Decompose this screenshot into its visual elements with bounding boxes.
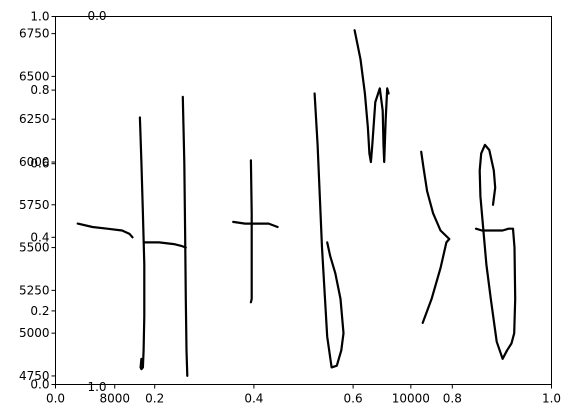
overlay-y-tick-label: 0.4 <box>30 230 49 244</box>
overlay-x-tick-label: 0.0 <box>46 392 65 406</box>
handwriting-strokes <box>76 29 517 377</box>
hw-y-tick-label: 5750 <box>19 198 50 212</box>
hw-y-tick-label: 5000 <box>19 326 50 340</box>
overlay-y-tick-label: 1.0 <box>30 10 49 24</box>
hw-y-tick-label: 6000 <box>19 155 50 169</box>
hw-y-tick-label: 5500 <box>19 241 50 255</box>
stroke-line-3 <box>143 241 187 249</box>
overlay-x-tick-label: 0.6 <box>344 392 363 406</box>
overlay-y-tick-label: 0.2 <box>30 304 49 318</box>
hw-y-tick-label: 4750 <box>19 369 50 383</box>
stroke-line-2 <box>138 116 146 371</box>
overlay-x-tick-label: 1.0 <box>542 392 561 406</box>
overlay-y-tick-label: 0.6 <box>30 157 49 171</box>
stroke-line-1 <box>76 222 134 239</box>
stroke-line-9 <box>420 150 451 324</box>
overlay-x-tick-label: 0.4 <box>244 392 263 406</box>
handwriting-axes-ticks: 4750 5000 5250 5500 5750 6000 6250 6500 6750 8000… <box>19 27 430 406</box>
corner-label-bottom: 1.0 <box>87 380 106 394</box>
stroke-line-6 <box>249 159 253 304</box>
overlay-x-tick-label: 0.8 <box>443 392 462 406</box>
hw-y-tick-label: 6500 <box>19 69 50 83</box>
stroke-line-8 <box>353 29 390 164</box>
overlay-y-tick-label: 0.8 <box>30 83 49 97</box>
hw-y-tick-label: 6250 <box>19 112 50 126</box>
overlay-axes-ticks: 0.00.20.40.60.81.00.0 0.2 0.4 0.6 0.8 1.00.01… <box>30 9 561 406</box>
plot-frame <box>55 16 552 385</box>
stroke-line-10 <box>474 143 517 360</box>
stroke-line-4 <box>181 95 189 377</box>
overlay-x-tick-label: 0.2 <box>145 392 164 406</box>
hw-x-tick-label: 10000 <box>392 392 430 406</box>
stroke-line-7 <box>313 92 345 369</box>
hw-x-tick-label: 8000 <box>99 392 130 406</box>
hw-y-tick-label: 6750 <box>19 27 50 41</box>
hw-y-tick-label: 5250 <box>19 283 50 297</box>
stroke-line-5 <box>232 220 279 229</box>
overlay-y-tick-label: 0.0 <box>30 378 49 392</box>
